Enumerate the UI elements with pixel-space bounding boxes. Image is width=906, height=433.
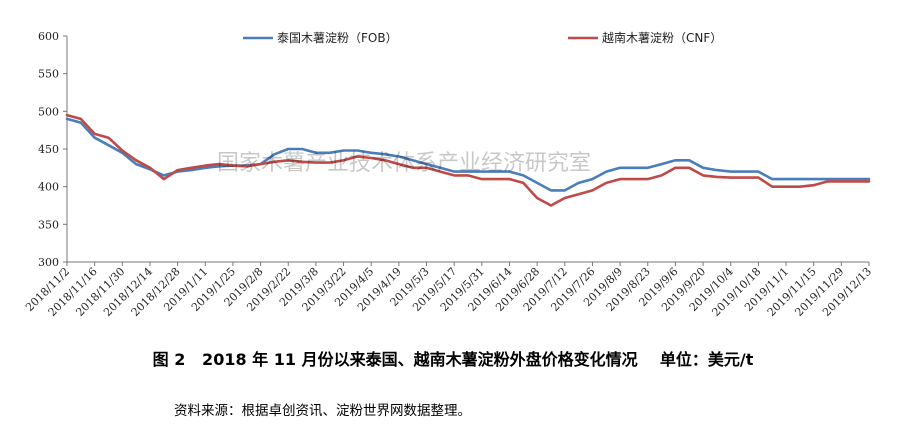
y-tick-label: 350: [38, 218, 59, 231]
x-axis: 2018/11/22018/11/162018/11/302018/12/142…: [23, 261, 874, 319]
legend-label-2: 越南木薯淀粉（CNF）: [602, 30, 722, 45]
data-source-note: 资料来源：根据卓创资讯、淀粉世界网数据整理。: [174, 403, 471, 419]
y-tick-label: 400: [38, 181, 59, 194]
series-line-1: [65, 117, 871, 192]
figure-caption: 图 2 2018 年 11 月份以来泰国、越南木薯淀粉外盘价格变化情况 单位：美…: [152, 350, 754, 369]
legend-label-1: 泰国木薯淀粉（FOB）: [277, 31, 398, 45]
price-line-chart: 300 350 400 450 500 550 600 2018/11/22018/11/1…: [23, 30, 874, 319]
y-tick-label: 600: [38, 30, 59, 43]
y-tick-label: 450: [38, 143, 59, 156]
series-lines: [65, 113, 871, 207]
y-tick-label: 550: [38, 68, 59, 81]
y-axis: 300 350 400 450 500 550 600: [38, 30, 68, 269]
y-tick-label: 500: [38, 105, 59, 118]
legend: 泰国木薯淀粉（FOB） 越南木薯淀粉（CNF）: [243, 30, 722, 45]
watermark-text: 国家木薯产业技术体系产业经济研究室: [217, 151, 591, 176]
series-line-2: [65, 113, 871, 207]
y-tick-label: 300: [38, 256, 59, 269]
